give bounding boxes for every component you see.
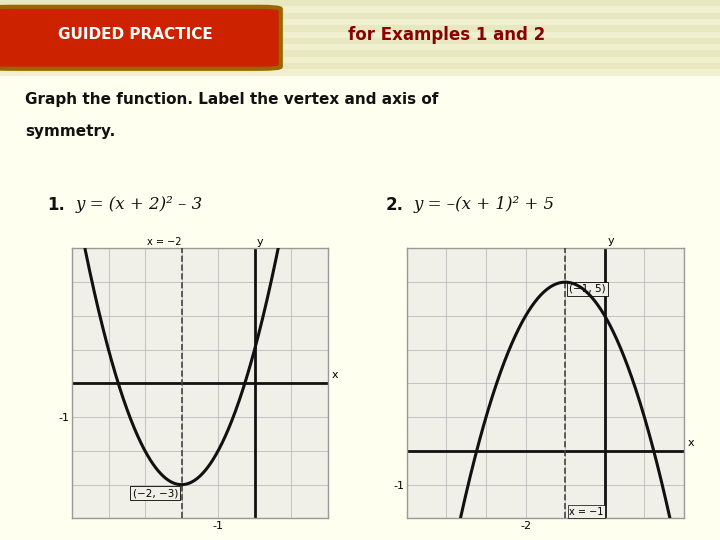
Bar [0, 12, 720, 19]
Bar [0, 69, 720, 76]
Bar [0, 50, 720, 57]
Text: x: x [688, 437, 695, 448]
Text: 1.: 1. [47, 197, 65, 214]
Text: x = −1: x = −1 [569, 507, 603, 517]
Text: x = −2: x = −2 [147, 237, 181, 247]
Text: Graph the function. Label the vertex and axis of: Graph the function. Label the vertex and… [25, 92, 438, 107]
Bar [0, 25, 720, 31]
Bar [0, 31, 720, 38]
Text: (−1, 5): (−1, 5) [569, 284, 606, 294]
Bar [0, 6, 720, 12]
Text: (−2, −3): (−2, −3) [132, 488, 178, 498]
Text: x: x [331, 370, 338, 380]
Bar [0, 57, 720, 63]
Bar [0, 0, 720, 6]
Text: y = (x + 2)² – 3: y = (x + 2)² – 3 [76, 197, 203, 213]
Text: for Examples 1 and 2: for Examples 1 and 2 [348, 26, 545, 44]
Text: y = –(x + 1)² + 5: y = –(x + 1)² + 5 [414, 197, 555, 213]
Text: y: y [257, 237, 264, 247]
Text: y: y [608, 235, 614, 246]
FancyBboxPatch shape [0, 7, 281, 69]
Bar [0, 19, 720, 25]
Bar [0, 63, 720, 69]
Text: 2.: 2. [385, 197, 403, 214]
Text: symmetry.: symmetry. [25, 124, 115, 139]
Text: GUIDED PRACTICE: GUIDED PRACTICE [58, 28, 212, 42]
Bar [0, 44, 720, 50]
Bar [0, 38, 720, 44]
